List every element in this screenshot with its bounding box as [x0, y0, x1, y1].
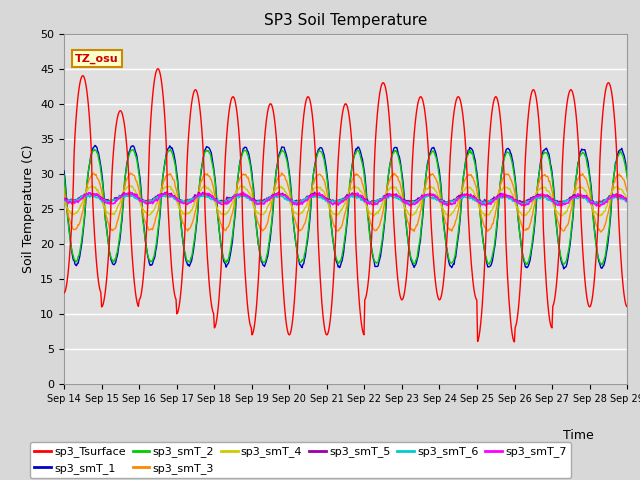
Text: Time: Time	[563, 429, 594, 442]
Text: TZ_osu: TZ_osu	[76, 54, 119, 64]
Legend: sp3_Tsurface, sp3_smT_1, sp3_smT_2, sp3_smT_3, sp3_smT_4, sp3_smT_5, sp3_smT_6, : sp3_Tsurface, sp3_smT_1, sp3_smT_2, sp3_…	[30, 442, 571, 479]
Title: SP3 Soil Temperature: SP3 Soil Temperature	[264, 13, 428, 28]
Y-axis label: Soil Temperature (C): Soil Temperature (C)	[22, 144, 35, 273]
